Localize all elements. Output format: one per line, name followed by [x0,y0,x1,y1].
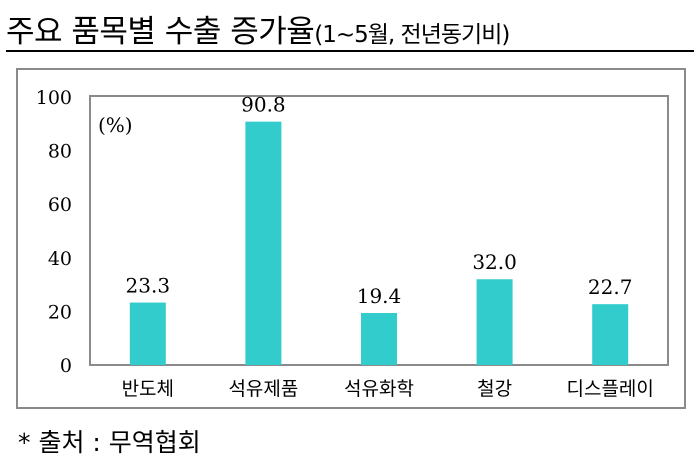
y-tick-label: 100 [36,87,72,109]
x-tick-label: 철강 [477,378,512,400]
bar [592,304,629,365]
source-note: * 출처 : 무역협회 [18,428,201,457]
data-label: 32.0 [472,250,517,274]
y-tick-label: 20 [48,301,72,323]
y-tick-label: 40 [48,248,72,270]
bar [129,302,166,365]
data-label: 22.7 [588,275,633,299]
y-tick-label: 0 [60,355,72,377]
x-tick-label: 석유제품 [228,378,298,400]
y-tick-label: 80 [48,141,72,163]
data-label: 23.3 [126,274,171,298]
data-label: 19.4 [357,284,402,308]
title-underline [6,50,694,52]
chart-title: 주요 품목별 수출 증가율(1~5월, 전년동기비) [6,6,510,51]
bar [476,279,513,365]
title-sub: (1~5월, 전년동기비) [314,22,510,48]
y-tick-label: 60 [48,194,72,216]
x-tick-label: 반도체 [122,378,174,400]
x-tick-label: 디스플레이 [566,378,653,400]
bar [361,313,397,365]
data-label: 90.8 [241,93,286,117]
x-tick-label: 석유화학 [344,378,414,400]
bar [245,121,282,365]
title-main: 주요 품목별 수출 증가율 [6,14,315,50]
chart-frame [16,68,686,409]
unit-label: (%) [98,113,133,137]
